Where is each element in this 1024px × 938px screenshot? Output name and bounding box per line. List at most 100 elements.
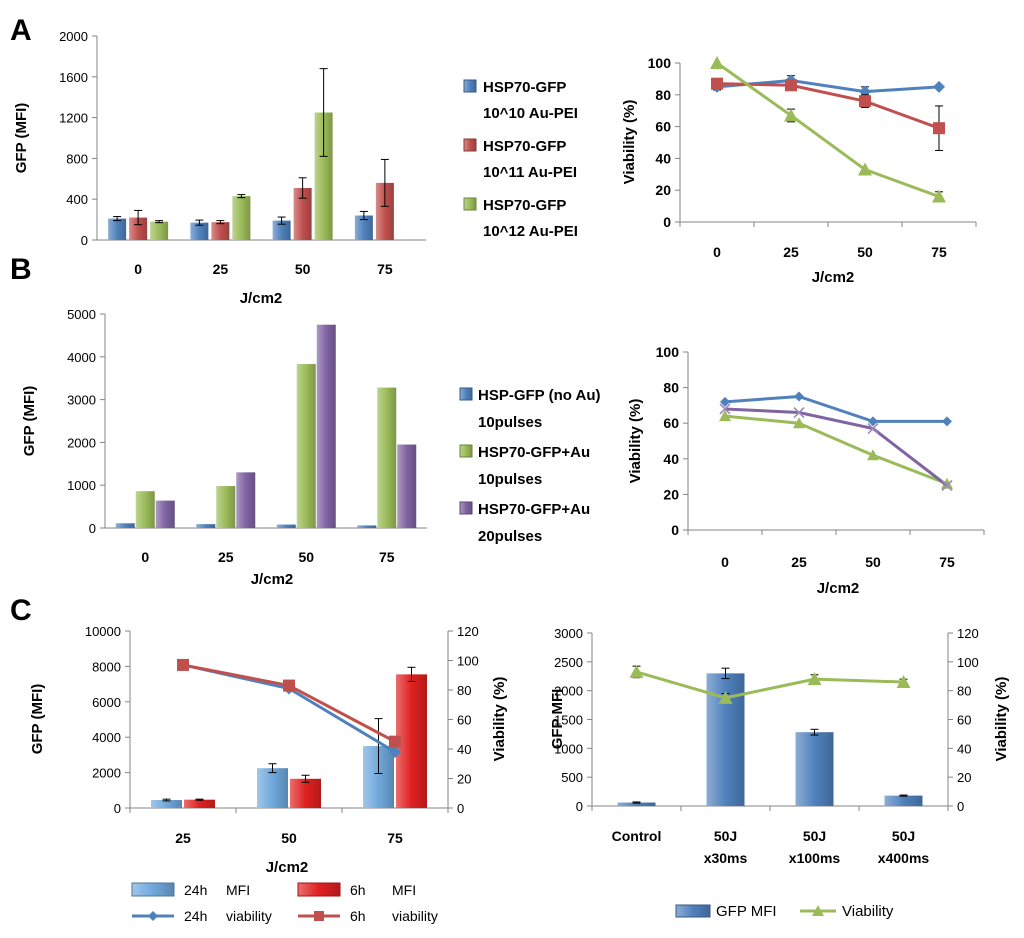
y-axis-label: GFP (MFI) [21,386,38,457]
bar [354,215,373,240]
x-tick-label: 0 [141,549,149,565]
x-tick-label: Control [612,828,662,844]
x-tick-label: 50J [714,828,737,844]
chart-c-left: C 0 2000 4000 6000 8000 10000 0 20 40 60 80 100 120 25… [10,594,508,924]
legend-label: 10^11 Au-PEI [483,164,577,181]
y-tick-label: 3000 [554,626,583,641]
square-marker [859,95,871,108]
triangle-marker [858,162,872,176]
bar [884,795,923,806]
y-tick-label: 2000 [554,684,583,699]
x-tick-label: 25 [783,244,799,260]
x-tick-label: 50 [865,554,881,570]
legend-swatch [297,882,341,897]
x-marker [793,406,805,419]
y2-tick-label: 80 [957,684,971,699]
x-axis-label: J/cm2 [817,580,860,597]
y-tick-label: 2000 [59,29,88,44]
legend-label: 24h [184,882,207,898]
triangle-marker [867,449,879,461]
bar [397,444,417,528]
square-marker [314,911,324,921]
triangle-marker [812,905,824,916]
legend-label: GFP MFI [716,903,777,920]
x-tick-label: 25 [175,830,191,846]
bar [196,524,216,528]
legend-label: 6h [350,882,366,898]
legend-swatch [459,444,473,458]
bar [216,486,236,528]
y-tick-label: 100 [656,344,680,360]
x-tick-label: 50 [298,549,314,565]
y-tick-label: 4000 [67,350,96,365]
y-axis-label: Viability (%) [627,399,644,484]
chart-c-right: 0 500 1000 1500 2000 2500 3000 0 20 40 60 80 100 120 C… [549,626,1010,920]
y-tick-label: 0 [81,233,88,248]
bar [115,523,135,528]
legend-label: viability [392,908,438,924]
bar [129,217,148,240]
bar [293,187,312,240]
square-marker [933,122,945,135]
y-tick-label: 40 [663,451,679,467]
x-tick-label: 25 [213,261,229,277]
x-tick-label: 50J [803,828,826,844]
bar [795,732,834,806]
series-line [182,663,396,754]
legend-swatch [463,138,477,152]
y2-tick-label: 100 [957,655,979,670]
x-tick-label: x30ms [704,850,748,866]
x-tick-label: 50 [857,244,873,260]
y-axis-label: Viability (%) [621,100,638,185]
y-tick-label: 4000 [92,730,121,745]
chart-b-bar: B 0 1000 2000 3000 4000 5000 0 25 50 75 GFP (MFI) J/… [10,253,601,588]
y-tick-label: 5000 [67,307,96,322]
bar [396,674,427,808]
x-tick-label: 0 [721,554,729,570]
y-tick-label: 1600 [59,70,88,85]
x-tick-label: 75 [379,549,395,565]
y-tick-label: 2000 [92,766,121,781]
legend-label: HSP70-GFP+Au [478,444,590,461]
bar [150,221,169,240]
bar [276,524,296,528]
diamond-marker [389,745,401,758]
bar [257,768,288,808]
legend-swatch [459,501,473,515]
triangle-marker [710,56,724,69]
legend-swatch [675,904,711,918]
x-tick-label: x100ms [789,850,841,866]
series-line [724,394,947,423]
legend-label: Viability [842,903,894,920]
legend-label: HSP70-GFP+Au [478,501,590,518]
triangle-marker [784,108,798,122]
y-tick-label: 80 [655,87,671,103]
square-marker [389,735,401,748]
x-axis-label: J/cm2 [266,859,309,876]
bar [184,799,215,808]
y-tick-label: 100 [648,55,672,71]
diamond-marker [794,391,804,402]
x-tick-label: 50J [892,828,915,844]
legend-swatch [463,79,477,93]
bar [236,472,256,528]
y-tick-label: 2000 [67,435,96,450]
y-tick-label: 1000 [554,741,583,756]
x-tick-label: 25 [791,554,807,570]
y2-tick-label: 60 [457,713,471,728]
diamond-marker [933,80,945,93]
y-tick-label: 1200 [59,111,88,126]
y2-tick-label: 20 [457,772,471,787]
x-tick-label: 75 [931,244,947,260]
y2-tick-label: 120 [957,626,979,641]
y-axis-label: GFP MFI [549,689,566,750]
bar [314,112,333,240]
y2-tick-label: 0 [457,801,464,816]
y-tick-label: 6000 [92,695,121,710]
bar [155,500,175,528]
y-tick-label: 1000 [67,478,96,493]
y-tick-label: 0 [89,521,96,536]
y-tick-label: 0 [576,799,583,814]
y2-axis-label: Viability (%) [993,677,1010,762]
